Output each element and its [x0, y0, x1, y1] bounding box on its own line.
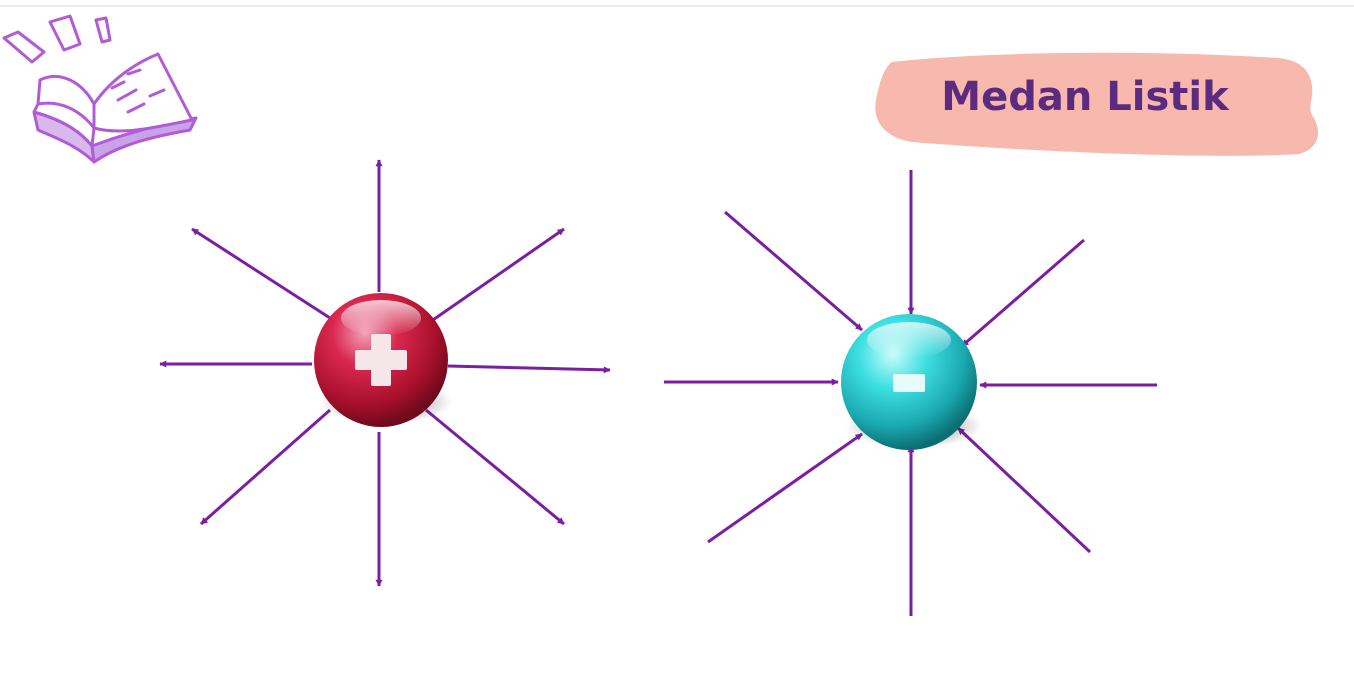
field-line-neg-up-left: [724, 210, 863, 332]
field-line-pos-up-left: [191, 227, 331, 320]
field-line-pos-down-right: [425, 408, 565, 526]
field-line-neg-down-right: [956, 426, 1092, 554]
negative-charge: [841, 314, 982, 450]
field-line-neg-up-right: [961, 238, 1085, 348]
field-line-pos-up-right: [429, 227, 565, 324]
field-line-neg-down-left: [707, 432, 863, 544]
minus-symbol-icon: [893, 374, 925, 392]
plus-symbol-icon: [355, 334, 407, 386]
positive-field-lines: [159, 159, 611, 587]
field-line-pos-down-left: [200, 408, 331, 526]
positive-charge: [314, 293, 452, 427]
title-banner: Medan Listik: [875, 52, 1319, 156]
page-title: Medan Listik: [941, 74, 1230, 120]
open-book-icon: [2, 14, 198, 164]
field-line-pos-right: [447, 364, 611, 374]
negative-field-lines: [664, 170, 1157, 616]
